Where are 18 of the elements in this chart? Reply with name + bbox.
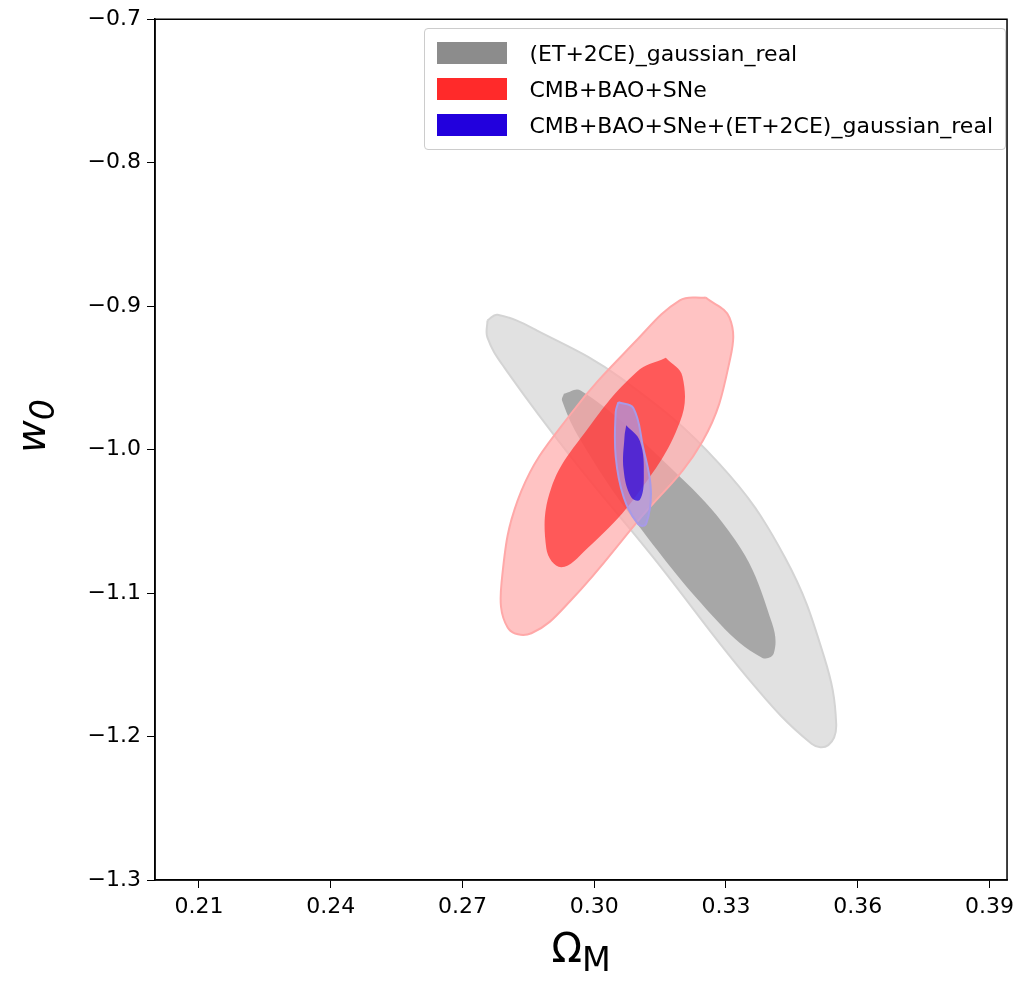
y-tick-label: −0.9 xyxy=(87,291,141,317)
y-tick-label: −1.2 xyxy=(87,722,141,748)
legend-label: (ET+2CE)_gaussian_real xyxy=(529,40,798,66)
legend-label: CMB+BAO+SNe xyxy=(529,76,707,102)
x-axis-title: Ω$_{M}$ xyxy=(551,925,611,979)
x-tick-label: 0.30 xyxy=(569,892,619,918)
legend-label: CMB+BAO+SNe+(ET+2CE)_gaussian_real xyxy=(529,112,993,138)
y-tick-label: −1.3 xyxy=(87,865,141,891)
x-tick-label: 0.27 xyxy=(437,892,487,918)
x-tick-label: 0.24 xyxy=(306,892,356,918)
x-tick-label: 0.39 xyxy=(964,892,1014,918)
x-tick-label: 0.36 xyxy=(833,892,883,918)
y-tick-label: −1.0 xyxy=(87,435,141,461)
y-tick-label: −1.1 xyxy=(87,578,141,604)
y-tick-label: −0.8 xyxy=(87,148,141,174)
y-tick-label: −0.7 xyxy=(87,4,141,30)
x-tick-label: 0.21 xyxy=(174,892,224,918)
x-tick-label: 0.33 xyxy=(701,892,751,918)
